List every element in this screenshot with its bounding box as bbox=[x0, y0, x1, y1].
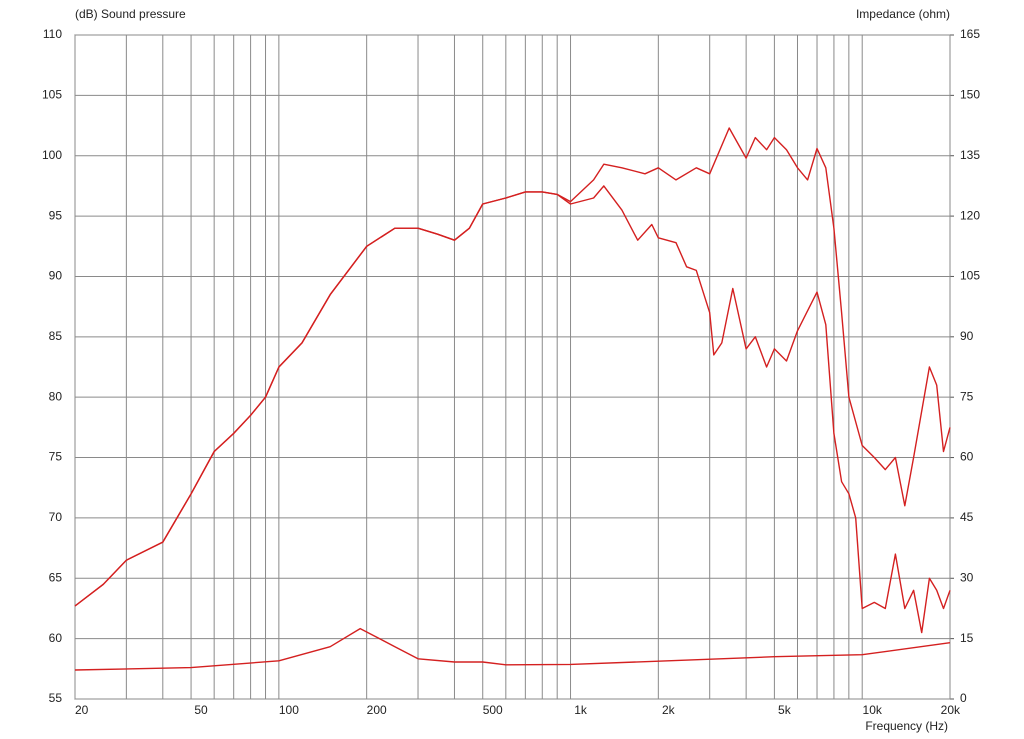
y-tick-label: 90 bbox=[49, 269, 63, 283]
y-tick-label: 105 bbox=[42, 88, 62, 102]
y-tick-label: 70 bbox=[49, 510, 63, 524]
y-tick-label: 95 bbox=[49, 208, 63, 222]
series-line bbox=[74, 627, 951, 671]
y-tick-label: 65 bbox=[49, 570, 63, 584]
y-tick-label: 55 bbox=[49, 691, 63, 705]
y-tick-label: 80 bbox=[49, 389, 63, 403]
y2-tick-label: 105 bbox=[960, 269, 980, 283]
series-line bbox=[74, 185, 951, 634]
y2-tick-label: 0 bbox=[960, 691, 967, 705]
y2-tick-label: 135 bbox=[960, 148, 980, 162]
y-tick-label: 75 bbox=[49, 450, 63, 464]
x-tick-label: 100 bbox=[279, 703, 299, 717]
x-tick-label: 50 bbox=[194, 703, 208, 717]
y2-tick-label: 90 bbox=[960, 329, 974, 343]
y2-tick-label: 15 bbox=[960, 631, 974, 645]
x-tick-label: 20 bbox=[75, 703, 89, 717]
y2-tick-label: 150 bbox=[960, 88, 980, 102]
y2-tick-label: 120 bbox=[960, 208, 980, 222]
x-tick-label: 20k bbox=[941, 703, 961, 717]
x-tick-label: 200 bbox=[367, 703, 387, 717]
x-tick-label: 1k bbox=[574, 703, 588, 717]
x-tick-label: 10k bbox=[863, 703, 883, 717]
y-tick-label: 100 bbox=[42, 148, 62, 162]
x-tick-label: 500 bbox=[483, 703, 503, 717]
x-tick-label: 2k bbox=[662, 703, 676, 717]
y-tick-label: 60 bbox=[49, 631, 63, 645]
y-axis-label: (dB) Sound pressure bbox=[75, 7, 186, 21]
plot-area bbox=[74, 34, 951, 700]
y2-axis-label: Impedance (ohm) bbox=[856, 7, 950, 21]
x-tick-label: 5k bbox=[778, 703, 792, 717]
y2-tick-label: 45 bbox=[960, 510, 974, 524]
y-tick-label: 110 bbox=[43, 27, 62, 41]
y2-tick-label: 75 bbox=[960, 389, 974, 403]
y-tick-label: 85 bbox=[49, 329, 63, 343]
y2-tick-label: 165 bbox=[960, 27, 980, 41]
y2-tick-label: 60 bbox=[960, 450, 974, 464]
x-axis-label: Frequency (Hz) bbox=[865, 719, 948, 733]
y2-tick-label: 30 bbox=[960, 570, 974, 584]
